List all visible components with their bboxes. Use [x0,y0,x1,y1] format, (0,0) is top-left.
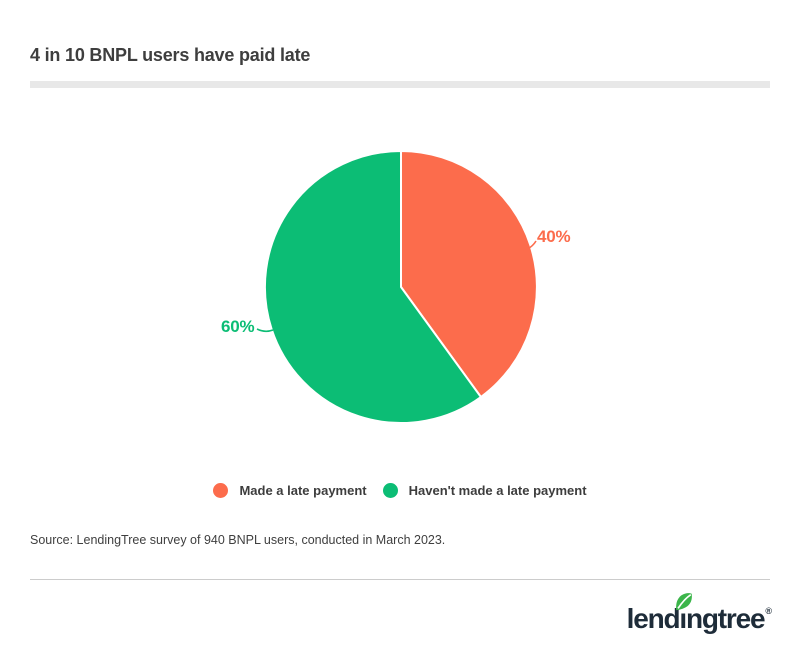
leader-line-made-late [522,240,537,251]
lendingtree-logo: lend ıngtree® [626,593,772,635]
wordmark-post: ngtree [685,603,766,634]
registered-trademark: ® [765,606,772,616]
title-underline-bar [30,81,770,88]
slice-value-label-made-late: 40% [537,227,571,246]
legend-label-made-late: Made a late payment [239,483,367,498]
legend-marker-green-icon [382,483,398,498]
wordmark-pre: lend [626,603,681,634]
pie-slices [263,150,538,424]
legend-item-havent-made-late: Haven't made a late payment [382,483,587,498]
leader-line-havent-made-late [256,328,274,333]
slice-value-label-havent-made-late: 60% [221,317,255,336]
legend-marker-orange-icon [213,483,229,498]
pie-slice-0 [400,150,538,398]
wordmark-i-glyph: ı [679,603,687,634]
wordmark-i: ı [676,593,693,634]
legend-label-havent-made-late: Haven't made a late payment [408,483,587,498]
leaf-icon [676,593,693,611]
pie-slice-1 [263,150,482,424]
page-title: 4 in 10 BNPL users have paid late [30,45,311,65]
chart-legend: Made a late payment Haven't made a late … [0,483,800,498]
source-note: Source: LendingTree survey of 940 BNPL u… [30,533,446,547]
footer-divider [30,579,770,580]
lendingtree-wordmark: lend ıngtree® [626,593,772,634]
legend-item-made-late: Made a late payment [213,483,367,498]
